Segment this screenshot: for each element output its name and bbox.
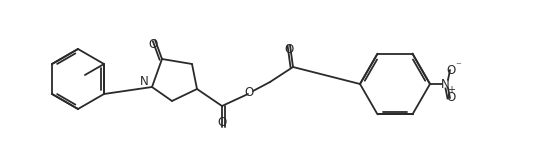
- Text: O: O: [149, 38, 158, 51]
- Text: N: N: [140, 75, 149, 88]
- Text: ⁻: ⁻: [455, 61, 461, 71]
- Text: O: O: [446, 91, 456, 104]
- Text: O: O: [446, 64, 456, 77]
- Text: N: N: [440, 77, 450, 90]
- Text: O: O: [217, 116, 227, 129]
- Text: O: O: [244, 87, 253, 100]
- Text: O: O: [284, 43, 294, 56]
- Text: +: +: [447, 85, 455, 95]
